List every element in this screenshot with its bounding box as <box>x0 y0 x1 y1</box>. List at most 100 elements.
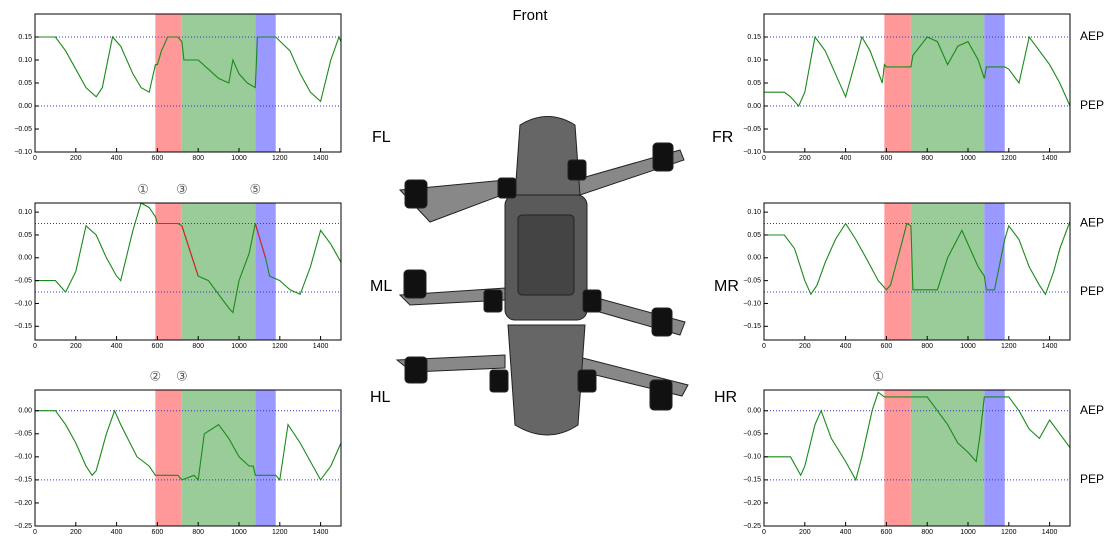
y-tick-label: 0.00 <box>747 255 761 262</box>
reference-label: PEP <box>1080 472 1104 486</box>
x-tick-label: 400 <box>111 155 123 162</box>
x-tick-label: 600 <box>152 343 164 350</box>
y-tick-label: −0.15 <box>743 477 761 484</box>
leg-label: FL <box>372 129 391 146</box>
x-tick-label: 200 <box>70 343 82 350</box>
x-tick-label: 0 <box>33 155 37 162</box>
phase-span <box>155 14 182 152</box>
y-tick-label: 0.10 <box>18 209 32 216</box>
leg-label: HR <box>714 389 737 406</box>
reference-label: AEP <box>1080 403 1104 417</box>
phase-marker: ③ <box>176 181 188 196</box>
y-tick-label: 0.10 <box>18 57 32 64</box>
y-tick-label: −0.25 <box>743 523 761 530</box>
y-tick-label: −0.15 <box>14 477 32 484</box>
x-tick-label: 1000 <box>231 529 247 536</box>
y-tick-label: 0.05 <box>18 232 32 239</box>
y-tick-label: −0.20 <box>14 500 32 507</box>
y-tick-label: 0.05 <box>747 80 761 87</box>
y-tick-label: −0.05 <box>14 126 32 133</box>
x-tick-label: 1200 <box>1001 343 1017 350</box>
x-tick-label: 0 <box>762 155 766 162</box>
phase-span <box>884 14 911 152</box>
x-tick-label: 1200 <box>272 529 288 536</box>
leg-label: HL <box>370 389 391 406</box>
x-tick-label: 1000 <box>960 529 976 536</box>
phase-span <box>155 390 182 526</box>
x-tick-label: 800 <box>192 529 204 536</box>
leg-label: ML <box>370 278 392 295</box>
x-tick-label: 600 <box>881 529 893 536</box>
phase-span <box>984 14 1004 152</box>
y-tick-label: −0.10 <box>14 300 32 307</box>
chart: AEP PEP −0.25 −0.20 −0.15 −0.10 −0.05 0.00 0 200 4… <box>714 368 1104 535</box>
y-tick-label: 0.15 <box>18 34 32 41</box>
reference-label: PEP <box>1080 284 1104 298</box>
y-tick-label: −0.10 <box>743 454 761 461</box>
x-tick-label: 1200 <box>1001 529 1017 536</box>
y-tick-label: 0.10 <box>747 209 761 216</box>
y-tick-label: 0.05 <box>18 80 32 87</box>
x-tick-label: 1200 <box>272 155 288 162</box>
x-tick-label: 600 <box>881 155 893 162</box>
figure-title: Front <box>512 7 548 24</box>
y-tick-label: −0.10 <box>14 454 32 461</box>
x-tick-label: 200 <box>799 529 811 536</box>
phase-span <box>255 14 275 152</box>
y-tick-label: −0.15 <box>743 323 761 330</box>
phase-span <box>884 390 911 526</box>
y-tick-label: −0.05 <box>14 431 32 438</box>
y-tick-label: 0.15 <box>747 34 761 41</box>
x-tick-label: 1000 <box>960 155 976 162</box>
x-tick-label: 600 <box>881 343 893 350</box>
leg-label: MR <box>714 278 739 295</box>
y-tick-label: 0.00 <box>747 408 761 415</box>
leg-label: FR <box>712 129 733 146</box>
x-tick-label: 0 <box>33 529 37 536</box>
x-tick-label: 200 <box>799 343 811 350</box>
robot <box>397 117 688 436</box>
phase-marker: ⑤ <box>249 181 261 196</box>
phase-span <box>911 14 984 152</box>
x-tick-label: 1200 <box>272 343 288 350</box>
y-tick-label: −0.05 <box>743 126 761 133</box>
x-tick-label: 0 <box>762 529 766 536</box>
x-tick-label: 800 <box>921 343 933 350</box>
y-tick-label: −0.10 <box>14 149 32 156</box>
reference-label: AEP <box>1080 216 1104 230</box>
figure: Front −0.10 −0.05 0.00 0.05 0.10 0.15 0 200 400 6… <box>0 0 1108 538</box>
phase-marker: ③ <box>176 368 188 383</box>
reference-label: AEP <box>1080 29 1104 43</box>
x-tick-label: 1200 <box>1001 155 1017 162</box>
y-tick-label: 0.00 <box>18 255 32 262</box>
x-tick-label: 400 <box>111 343 123 350</box>
y-tick-label: −0.05 <box>743 277 761 284</box>
y-tick-label: −0.05 <box>743 431 761 438</box>
x-tick-label: 1400 <box>1042 155 1058 162</box>
x-tick-label: 1000 <box>231 155 247 162</box>
y-tick-label: 0.00 <box>747 103 761 110</box>
phase-marker: ① <box>872 368 884 383</box>
x-tick-label: 200 <box>70 529 82 536</box>
x-tick-label: 600 <box>152 529 164 536</box>
x-tick-label: 600 <box>152 155 164 162</box>
x-tick-label: 400 <box>840 529 852 536</box>
x-tick-label: 200 <box>70 155 82 162</box>
x-tick-label: 1400 <box>313 155 329 162</box>
x-tick-label: 400 <box>840 343 852 350</box>
x-tick-label: 400 <box>840 155 852 162</box>
y-tick-label: 0.00 <box>18 103 32 110</box>
phase-marker: ① <box>137 181 149 196</box>
y-tick-label: 0.00 <box>18 408 32 415</box>
y-tick-label: −0.20 <box>743 500 761 507</box>
x-tick-label: 200 <box>799 155 811 162</box>
x-tick-label: 1000 <box>960 343 976 350</box>
x-tick-label: 1400 <box>1042 343 1058 350</box>
x-tick-label: 0 <box>762 343 766 350</box>
phase-marker: ② <box>150 368 162 383</box>
x-tick-label: 400 <box>111 529 123 536</box>
